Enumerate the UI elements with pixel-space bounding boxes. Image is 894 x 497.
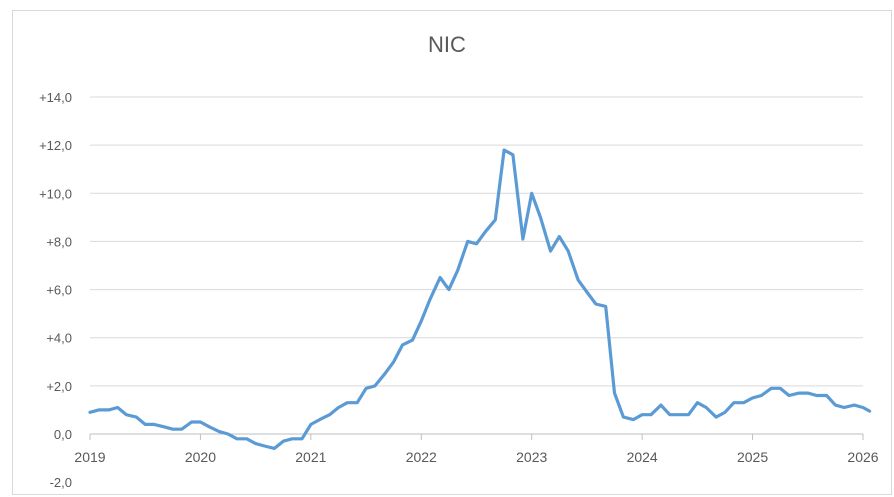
y-axis: -2,0 0,0 +2,0 +4,0 +6,0 +8,0 +10,0 +12,0 +14,0 [39, 90, 72, 490]
x-axis: 2019 2020 2021 2022 2023 2024 2025 2026 [74, 433, 879, 465]
y-tick-label: +4,0 [46, 331, 72, 346]
y-tick-label: +14,0 [39, 90, 72, 105]
y-tick-label: 0,0 [54, 427, 72, 442]
x-tick-label: 2022 [406, 449, 437, 465]
y-tick-label: +8,0 [46, 234, 72, 249]
x-tick-label: 2023 [516, 449, 547, 465]
x-tick-label: 2025 [737, 449, 768, 465]
y-tick-label: +10,0 [39, 186, 72, 201]
chart-title: NIC [428, 32, 466, 57]
series-line [88, 148, 872, 450]
x-tick-label: 2019 [74, 449, 105, 465]
y-tick-label: +12,0 [39, 138, 72, 153]
y-tick-label: +6,0 [46, 283, 72, 298]
x-tick-label: 2021 [295, 449, 326, 465]
x-tick-label: 2024 [627, 449, 658, 465]
x-tick-label: 2020 [185, 449, 216, 465]
x-tick-label: 2026 [847, 449, 878, 465]
y-tick-label: -2,0 [50, 475, 72, 490]
series-group [88, 148, 872, 450]
chart-frame [12, 10, 892, 495]
y-tick-label: +2,0 [46, 379, 72, 394]
gridlines [90, 96, 863, 387]
